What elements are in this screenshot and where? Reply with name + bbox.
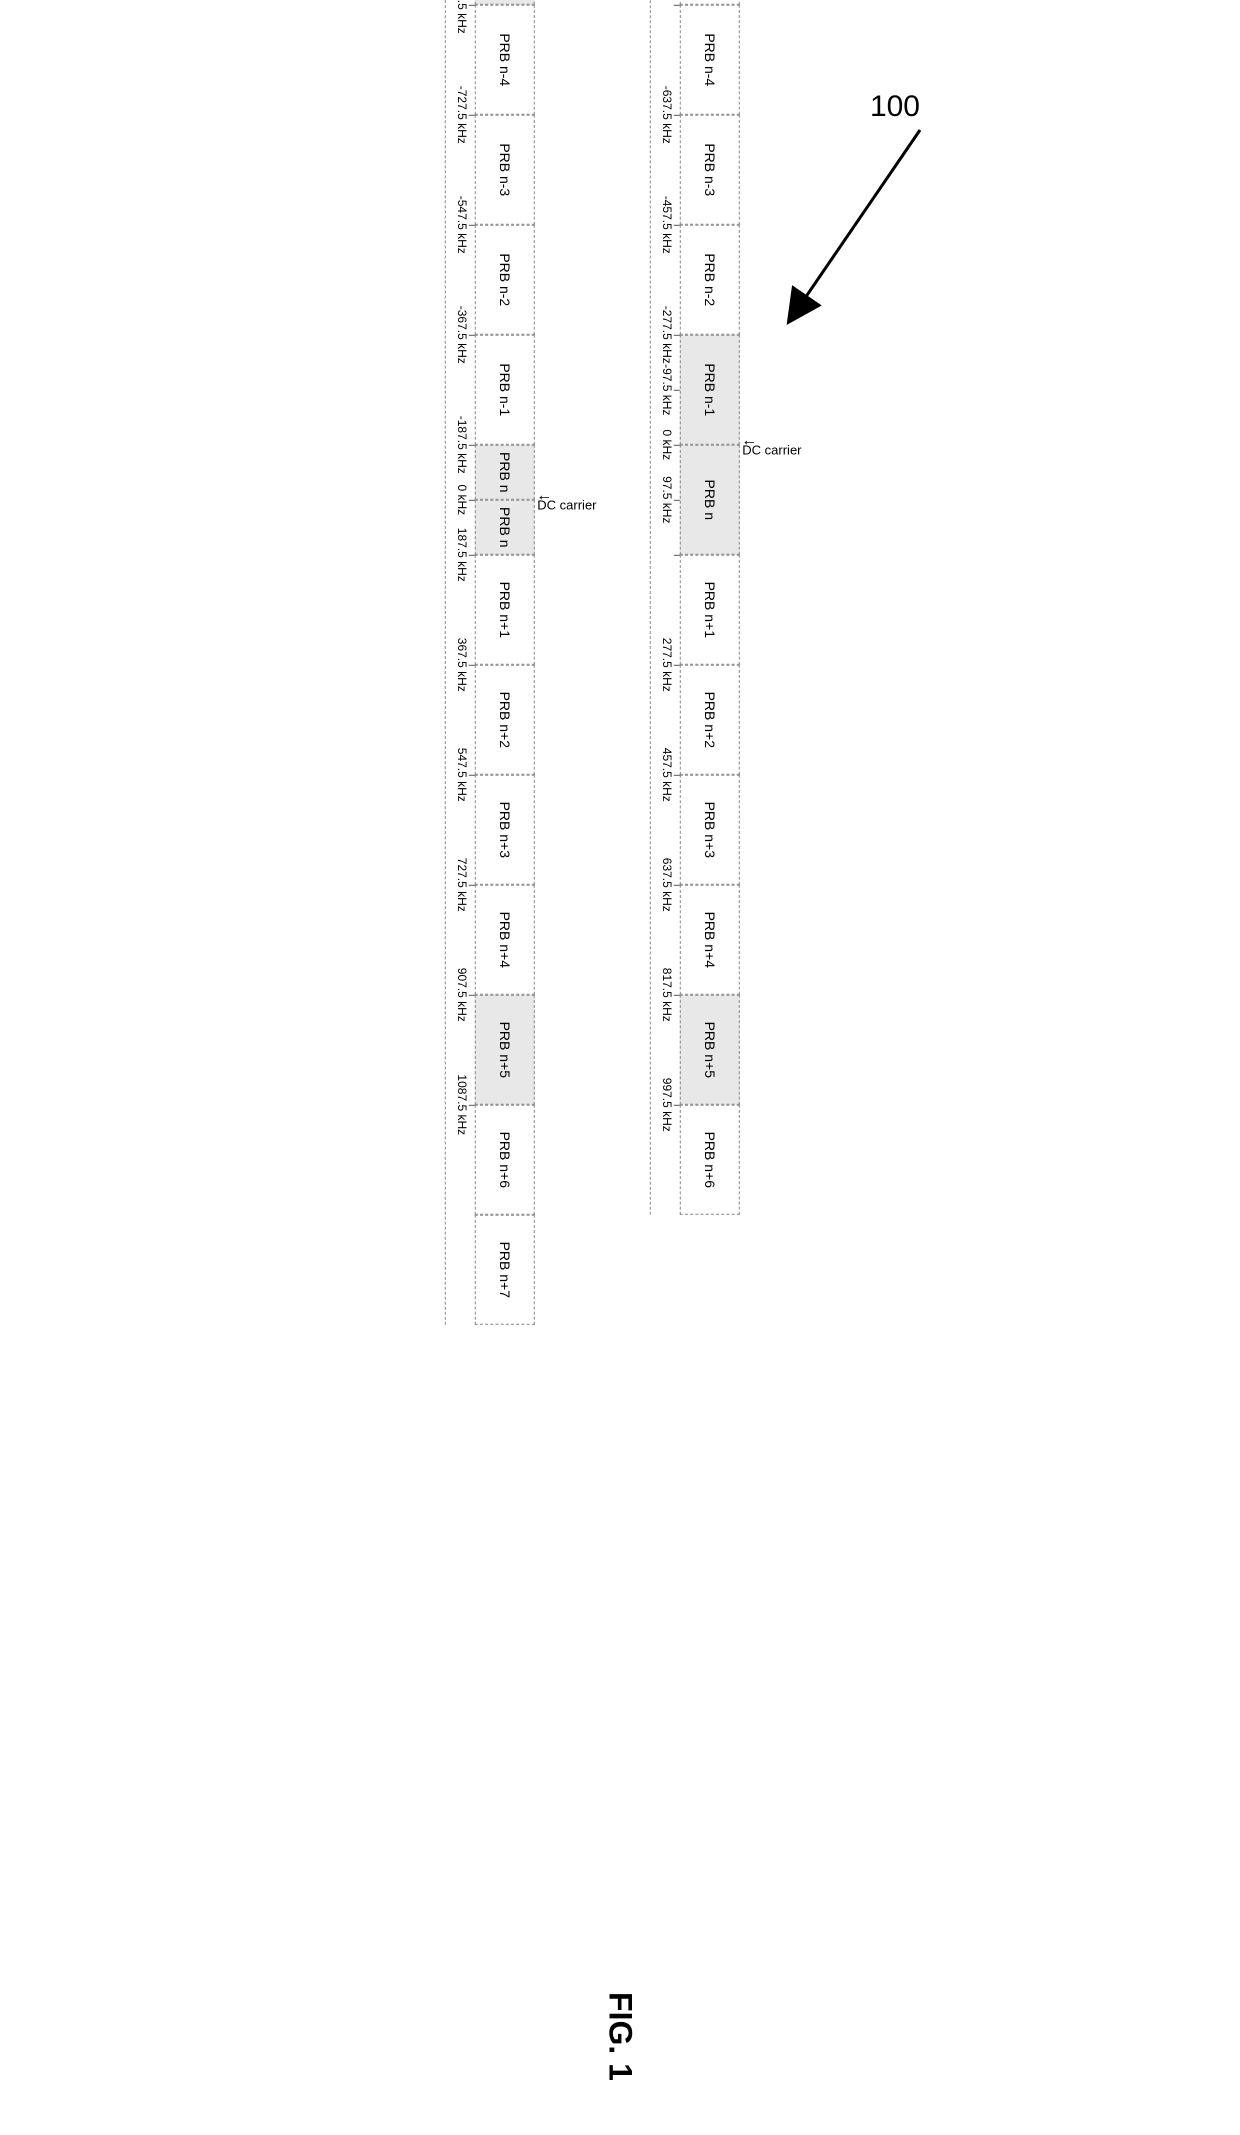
prb-cell: PRB n+7 xyxy=(475,1215,535,1325)
freq-tick xyxy=(469,775,475,776)
freq-label: -97.5 kHz xyxy=(660,364,674,415)
prb-cell: PRB n-2 xyxy=(475,225,535,335)
freq-label: 367.5 kHz xyxy=(455,638,469,692)
freq-label: 1087.5 kHz xyxy=(455,1074,469,1135)
prb-cell: PRB n+6 xyxy=(680,1105,740,1215)
figure-caption: FIG. 1 xyxy=(602,1992,639,2081)
freq-label: -907.5 kHz xyxy=(455,0,469,34)
prb-cell: PRB n+1 xyxy=(680,555,740,665)
freq-label: 907.5 kHz xyxy=(455,968,469,1022)
freq-tick xyxy=(674,555,680,556)
freq-label: -637.5 kHz xyxy=(660,86,674,144)
reference-number: 100 xyxy=(870,90,920,124)
freq-tick xyxy=(674,5,680,6)
freq-tick xyxy=(469,335,475,336)
freq-tick xyxy=(469,885,475,886)
prb-cell: PRB n xyxy=(680,445,740,555)
freq-tick xyxy=(469,995,475,996)
reference-arrow xyxy=(770,120,970,340)
prb-cell: PRB n+1 xyxy=(475,555,535,665)
freq-tick xyxy=(469,555,475,556)
freq-tick xyxy=(674,390,680,391)
freq-label: -727.5 kHz xyxy=(455,86,469,144)
freq-tick xyxy=(674,885,680,886)
even-freq-row: -997.5 kHz-817.5 kHz-637.5 kHz-457.5 kHz… xyxy=(650,0,680,1215)
freq-tick xyxy=(674,1105,680,1106)
dc-carrier-arrow-odd: ↓ xyxy=(535,494,553,502)
prb-cell: PRB n-2 xyxy=(680,225,740,335)
prb-cell: PRB n xyxy=(475,500,535,555)
freq-tick xyxy=(674,115,680,116)
freq-tick xyxy=(674,775,680,776)
diagram-container: System bandwidth with even number of PRB… xyxy=(445,0,795,1375)
freq-tick xyxy=(469,1105,475,1106)
freq-label: 277.5 kHz xyxy=(660,638,674,692)
freq-tick xyxy=(674,225,680,226)
freq-label: 0 kHz xyxy=(455,484,469,515)
prb-cell: PRB n+2 xyxy=(680,665,740,775)
even-section: System bandwidth with even number of PRB… xyxy=(650,0,795,1375)
freq-tick xyxy=(469,225,475,226)
prb-cell: PRB n+6 xyxy=(475,1105,535,1215)
prb-cell: PRB n-4 xyxy=(475,5,535,115)
prb-cell: PRB n-1 xyxy=(680,335,740,445)
freq-label: 97.5 kHz xyxy=(660,476,674,523)
freq-tick xyxy=(674,995,680,996)
freq-tick xyxy=(469,445,475,446)
prb-cell: PRB n-3 xyxy=(680,115,740,225)
odd-section: System bandwidth with odd number of PRBs… xyxy=(445,0,590,1375)
freq-tick xyxy=(674,500,680,501)
freq-tick xyxy=(469,5,475,6)
prb-cell: PRB n+5 xyxy=(475,995,535,1105)
freq-label: -457.5 kHz xyxy=(660,196,674,254)
freq-label: 637.5 kHz xyxy=(660,858,674,912)
prb-cell: PRB n+5 xyxy=(680,995,740,1105)
freq-tick xyxy=(469,115,475,116)
freq-label: 547.5 kHz xyxy=(455,748,469,802)
odd-title: System bandwidth with odd number of PRBs xyxy=(543,0,590,1375)
freq-tick xyxy=(469,665,475,666)
freq-tick xyxy=(674,445,680,446)
freq-label: 817.5 kHz xyxy=(660,968,674,1022)
even-prb-row: PRB n-7PRB n-6PRB n-5PRB n-4PRB n-3PRB n… xyxy=(680,0,740,1375)
freq-label: -367.5 kHz xyxy=(455,306,469,364)
prb-cell: PRB n-1 xyxy=(475,335,535,445)
prb-cell: PRB n xyxy=(475,445,535,500)
freq-label: -547.5 kHz xyxy=(455,196,469,254)
even-title: System bandwidth with even number of PRB… xyxy=(748,0,795,1375)
prb-cell: PRB n+4 xyxy=(680,885,740,995)
freq-label: 187.5 kHz xyxy=(455,528,469,582)
dc-carrier-arrow-even: ↓ xyxy=(740,439,758,447)
odd-freq-row: -1087.5 kHz-907.5 kHz-727.5 kHz-547.5 kH… xyxy=(445,0,475,1325)
prb-cell: PRB n-4 xyxy=(680,5,740,115)
freq-label: 0 kHz xyxy=(660,429,674,460)
freq-label: -277.5 kHz xyxy=(660,306,674,364)
freq-label: 727.5 kHz xyxy=(455,858,469,912)
freq-tick xyxy=(674,665,680,666)
freq-label: 457.5 kHz xyxy=(660,748,674,802)
freq-tick xyxy=(674,335,680,336)
prb-cell: PRB n-3 xyxy=(475,115,535,225)
freq-label: 997.5 kHz xyxy=(660,1078,674,1132)
freq-label: -187.5 kHz xyxy=(455,416,469,474)
prb-cell: PRB n+3 xyxy=(475,775,535,885)
odd-prb-row: PRB n-7PRB n-6PRB n-5PRB n-4PRB n-3PRB n… xyxy=(475,0,535,1375)
prb-cell: PRB n+3 xyxy=(680,775,740,885)
freq-tick xyxy=(469,500,475,501)
prb-cell: PRB n+2 xyxy=(475,665,535,775)
prb-cell: PRB n+4 xyxy=(475,885,535,995)
